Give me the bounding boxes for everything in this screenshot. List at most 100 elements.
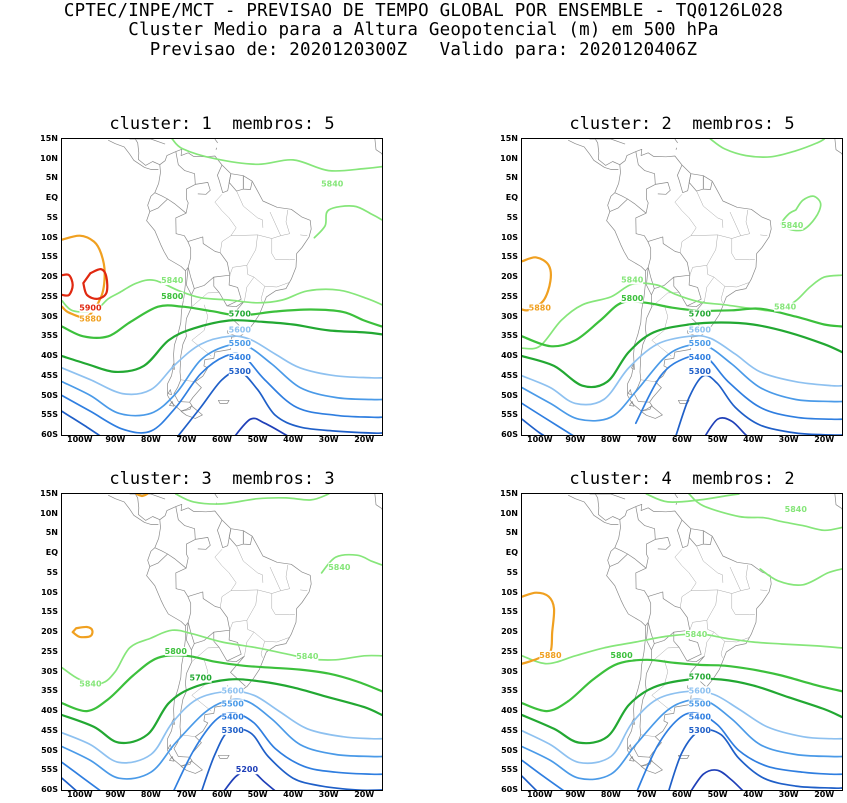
lat-tick-label: 50S [41,745,58,755]
contour-line-5500 [522,698,842,781]
contour-label: 5600 [222,686,245,695]
country-border [677,519,692,549]
lat-tick-label: 5N [45,528,58,538]
lon-tick-label: 30W [318,790,339,799]
lat-tick-label: 10S [501,232,518,242]
lat-tick-label: 40S [41,706,58,716]
state-border [706,589,750,643]
state-border [720,641,725,658]
lon-tick-label: 40W [743,790,764,799]
contour-label: 5840 [785,505,808,514]
contour-label-bg [296,651,319,661]
country-border [195,537,211,550]
island [629,401,635,407]
contour-line-5200 [704,417,748,435]
map-frame: 5840 5840 5840 5800 5880 5700 5600 5500 5400 5300 [521,138,843,436]
lat-tick-label: 15S [501,252,518,262]
state-border [696,545,724,583]
lon-tick-label: 50W [707,435,728,444]
country-border [627,198,652,272]
contour-label: 5700 [190,674,213,683]
island [215,147,218,150]
contour-line-5840 [780,195,822,232]
island [167,389,172,396]
contour-line-5600 [62,335,382,396]
contour-label-bg [221,699,244,709]
contour-label-bg [221,712,244,722]
state-border [191,659,212,712]
lon-tick-label: 60W [672,790,692,799]
state-border [674,194,697,236]
state-border [731,238,755,261]
country-border [688,528,704,547]
lat-tick-label: 30S [501,311,518,321]
header-line-3: Previsao de: 2020120300Z Valido para: 20… [149,40,698,60]
contour-label-bg [774,302,797,312]
africa-coast [374,139,382,155]
panel-title: cluster: 3 membros: 3 [109,469,335,489]
country-border [213,630,242,662]
lat-tick-label: 15N [500,489,518,498]
lat-tick-label: 55S [501,765,518,775]
contour-line-5300 [62,777,77,790]
island [627,744,632,751]
lon-tick-label: 50W [247,790,268,799]
contour-label: 5300 [222,726,245,735]
central-america-coast [594,139,620,166]
contour-line-5900 [62,273,74,297]
lon-tick-label: 80W [600,790,621,799]
contour-label: 5500 [229,339,252,348]
country-border [242,175,253,190]
state-border [679,588,750,608]
contour-label: 5400 [689,713,712,722]
lon-tick-label: 60W [212,790,232,799]
lat-tick-label: 5S [46,212,58,222]
lat-tick-label: 50S [501,745,518,755]
lat-tick-label: 10N [40,508,58,518]
contour-line-5840 [709,139,826,158]
contour-label: 5840 [296,652,319,661]
country-border [688,173,704,192]
state-border [674,549,697,591]
contour-map: 5840 5840 5800 5880 5700 5600 5500 5400 5300 [522,494,842,790]
contour-label-bg [228,325,251,335]
south-america-coast [606,503,772,767]
lat-tick-label: 35S [501,686,518,696]
lat-tick-label: 60S [501,430,518,439]
lon-tick-label: 20W [354,790,375,799]
lat-tick-label: 30S [501,666,518,676]
lat-tick-label: 35S [41,686,58,696]
country-border [149,192,168,212]
country-border [687,330,697,337]
contour-label-bg [688,699,711,709]
island [674,139,678,144]
lat-tick-label: EQ [505,193,518,203]
contour-label-bg [528,303,551,313]
coastline-layer [568,494,842,774]
contour-label-bg [610,650,633,660]
state-border [219,588,290,608]
contour-label-bg [79,314,102,324]
country-border [609,547,628,567]
contour-label: 5880 [79,315,102,324]
state-border [285,209,290,234]
south-america-coast [146,148,312,412]
lat-tick-label: 45S [41,725,58,735]
state-border [651,292,680,307]
contour-line-5300 [201,727,382,790]
country-border [167,198,192,272]
island [214,494,218,499]
contour-label-bg [688,672,711,682]
state-border [729,566,741,591]
country-border [635,506,656,569]
map-frame: 5840 5840 5800 5900 5880 5700 5600 5500 5400 5300 [61,138,383,436]
central-america-coast [108,139,159,170]
lat-tick-label: 20S [41,272,58,282]
state-border [260,286,265,303]
contour-label: 5800 [621,294,644,303]
country-border [647,236,691,289]
coastline-layer [568,139,842,419]
state-border [271,593,295,616]
state-border [244,631,255,657]
lat-tick-label: 20S [501,627,518,637]
